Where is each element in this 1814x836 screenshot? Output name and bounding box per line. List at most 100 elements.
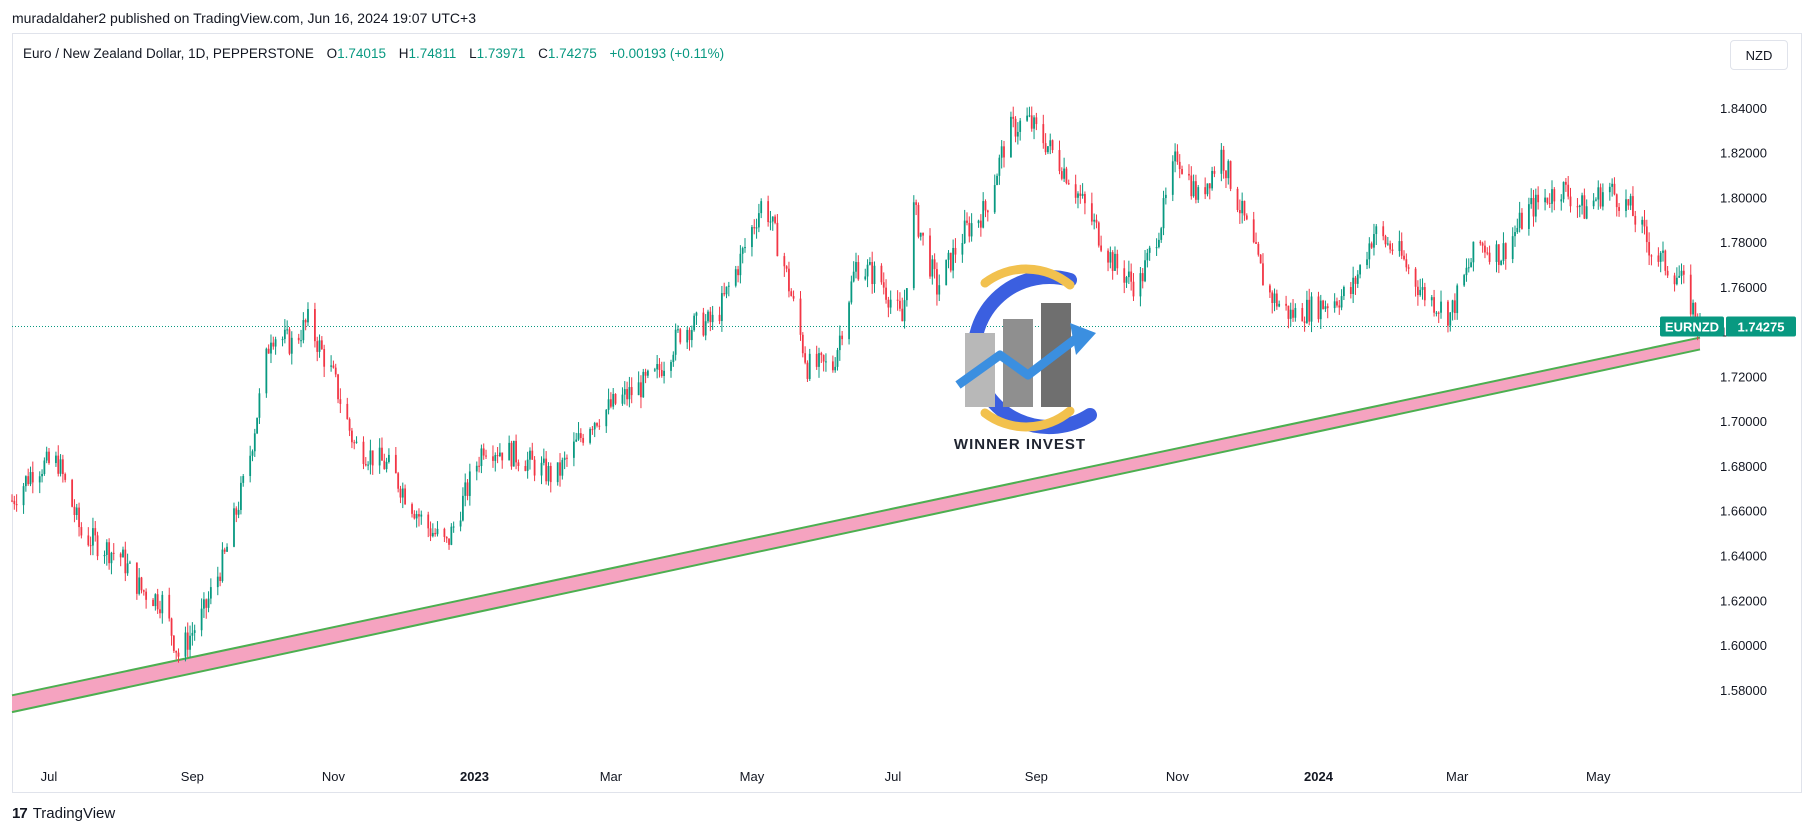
- candle-body: [1585, 206, 1588, 219]
- candle: [549, 462, 552, 493]
- candle: [1382, 221, 1385, 241]
- legend-symbol[interactable]: Euro / New Zealand Dollar, 1D, PEPPERSTO…: [23, 46, 314, 61]
- footer-brand[interactable]: 17 TradingView: [12, 805, 115, 822]
- candle-body: [1164, 194, 1167, 199]
- candle-body: [219, 576, 222, 581]
- candle: [577, 422, 580, 441]
- candle: [1236, 186, 1239, 213]
- candle: [739, 245, 742, 284]
- candle-body: [55, 455, 57, 464]
- candle-body: [542, 458, 545, 463]
- candle-body: [1063, 168, 1066, 179]
- candle-body: [1544, 197, 1546, 203]
- candle: [501, 452, 504, 469]
- candle: [15, 494, 18, 512]
- candle-body: [1204, 187, 1207, 195]
- candle: [1481, 241, 1484, 253]
- candle: [320, 336, 323, 350]
- candle-body: [1599, 187, 1602, 207]
- candle-body: [205, 599, 208, 608]
- candle: [468, 463, 471, 506]
- candle-body: [1414, 268, 1417, 287]
- candle-body: [653, 369, 656, 371]
- candle-body: [1502, 243, 1505, 261]
- candle: [1680, 263, 1683, 285]
- price-axis[interactable]: 1.58000 1.60000 1.62000 1.64000 1.66000 1.680…: [1720, 101, 1767, 698]
- candle-body: [767, 201, 770, 223]
- candle: [145, 588, 148, 609]
- candle-body: [1486, 252, 1489, 254]
- currency-button[interactable]: NZD: [1730, 40, 1788, 70]
- candle: [563, 451, 566, 470]
- candle-body: [1467, 267, 1470, 269]
- candle: [540, 456, 543, 485]
- candle: [397, 471, 400, 493]
- candle: [938, 274, 941, 302]
- candle-body: [283, 329, 286, 340]
- candle: [434, 528, 437, 537]
- candle-body: [1632, 196, 1634, 216]
- candle: [1211, 166, 1213, 191]
- candle: [855, 252, 857, 279]
- candle-body: [1222, 149, 1225, 171]
- candle: [880, 263, 883, 285]
- candle-body: [596, 423, 598, 426]
- candle: [1287, 305, 1290, 329]
- time-axis[interactable]: Jul Sep Nov 2023 Mar May Jul Sep Nov 2024 Mar May: [41, 769, 1611, 784]
- candle: [103, 550, 106, 564]
- candle-body: [78, 507, 80, 528]
- candle-body: [233, 508, 235, 547]
- candle-body: [1354, 277, 1357, 284]
- candle: [533, 456, 536, 482]
- candle-body: [646, 370, 649, 376]
- candle: [1229, 160, 1232, 192]
- candle-body: [485, 455, 487, 457]
- candle-body: [304, 320, 307, 323]
- candle: [1317, 291, 1320, 323]
- candle: [966, 212, 968, 226]
- candle-body: [512, 440, 515, 467]
- candle: [515, 434, 517, 470]
- candle: [1599, 183, 1602, 209]
- candle: [804, 346, 807, 365]
- candle-body: [1521, 212, 1523, 229]
- candle-body: [614, 393, 617, 404]
- candle: [702, 307, 705, 337]
- candle: [1650, 254, 1653, 266]
- candle-body: [1171, 161, 1174, 195]
- candle-body: [1308, 299, 1311, 322]
- candle-body: [415, 514, 418, 519]
- candle: [806, 360, 809, 382]
- candle: [1544, 188, 1546, 211]
- candle-body: [24, 476, 27, 487]
- candle-body: [771, 216, 774, 222]
- candle: [1553, 187, 1556, 211]
- candle-body: [1010, 116, 1012, 158]
- candle-body: [237, 509, 240, 515]
- candle: [1243, 200, 1246, 221]
- candle-body: [272, 342, 275, 347]
- candle: [677, 325, 679, 333]
- candle-body: [1155, 247, 1158, 249]
- candle: [436, 521, 439, 537]
- candle-body: [1389, 243, 1392, 250]
- candle-body: [1629, 196, 1632, 206]
- candle: [1645, 219, 1648, 253]
- candle: [156, 588, 159, 614]
- candle: [1269, 283, 1271, 298]
- candle: [499, 443, 501, 458]
- candle: [1581, 192, 1583, 215]
- candle-body: [1678, 275, 1681, 278]
- candle-body: [288, 329, 291, 354]
- candle: [464, 473, 467, 507]
- candle-body: [216, 576, 219, 588]
- candle-body: [621, 394, 624, 404]
- candle: [348, 417, 351, 437]
- candle: [1259, 254, 1262, 264]
- candle: [945, 259, 948, 286]
- candle-body: [92, 528, 94, 546]
- candle-body: [1675, 277, 1678, 285]
- candle-body: [757, 213, 760, 228]
- candle: [1632, 186, 1634, 217]
